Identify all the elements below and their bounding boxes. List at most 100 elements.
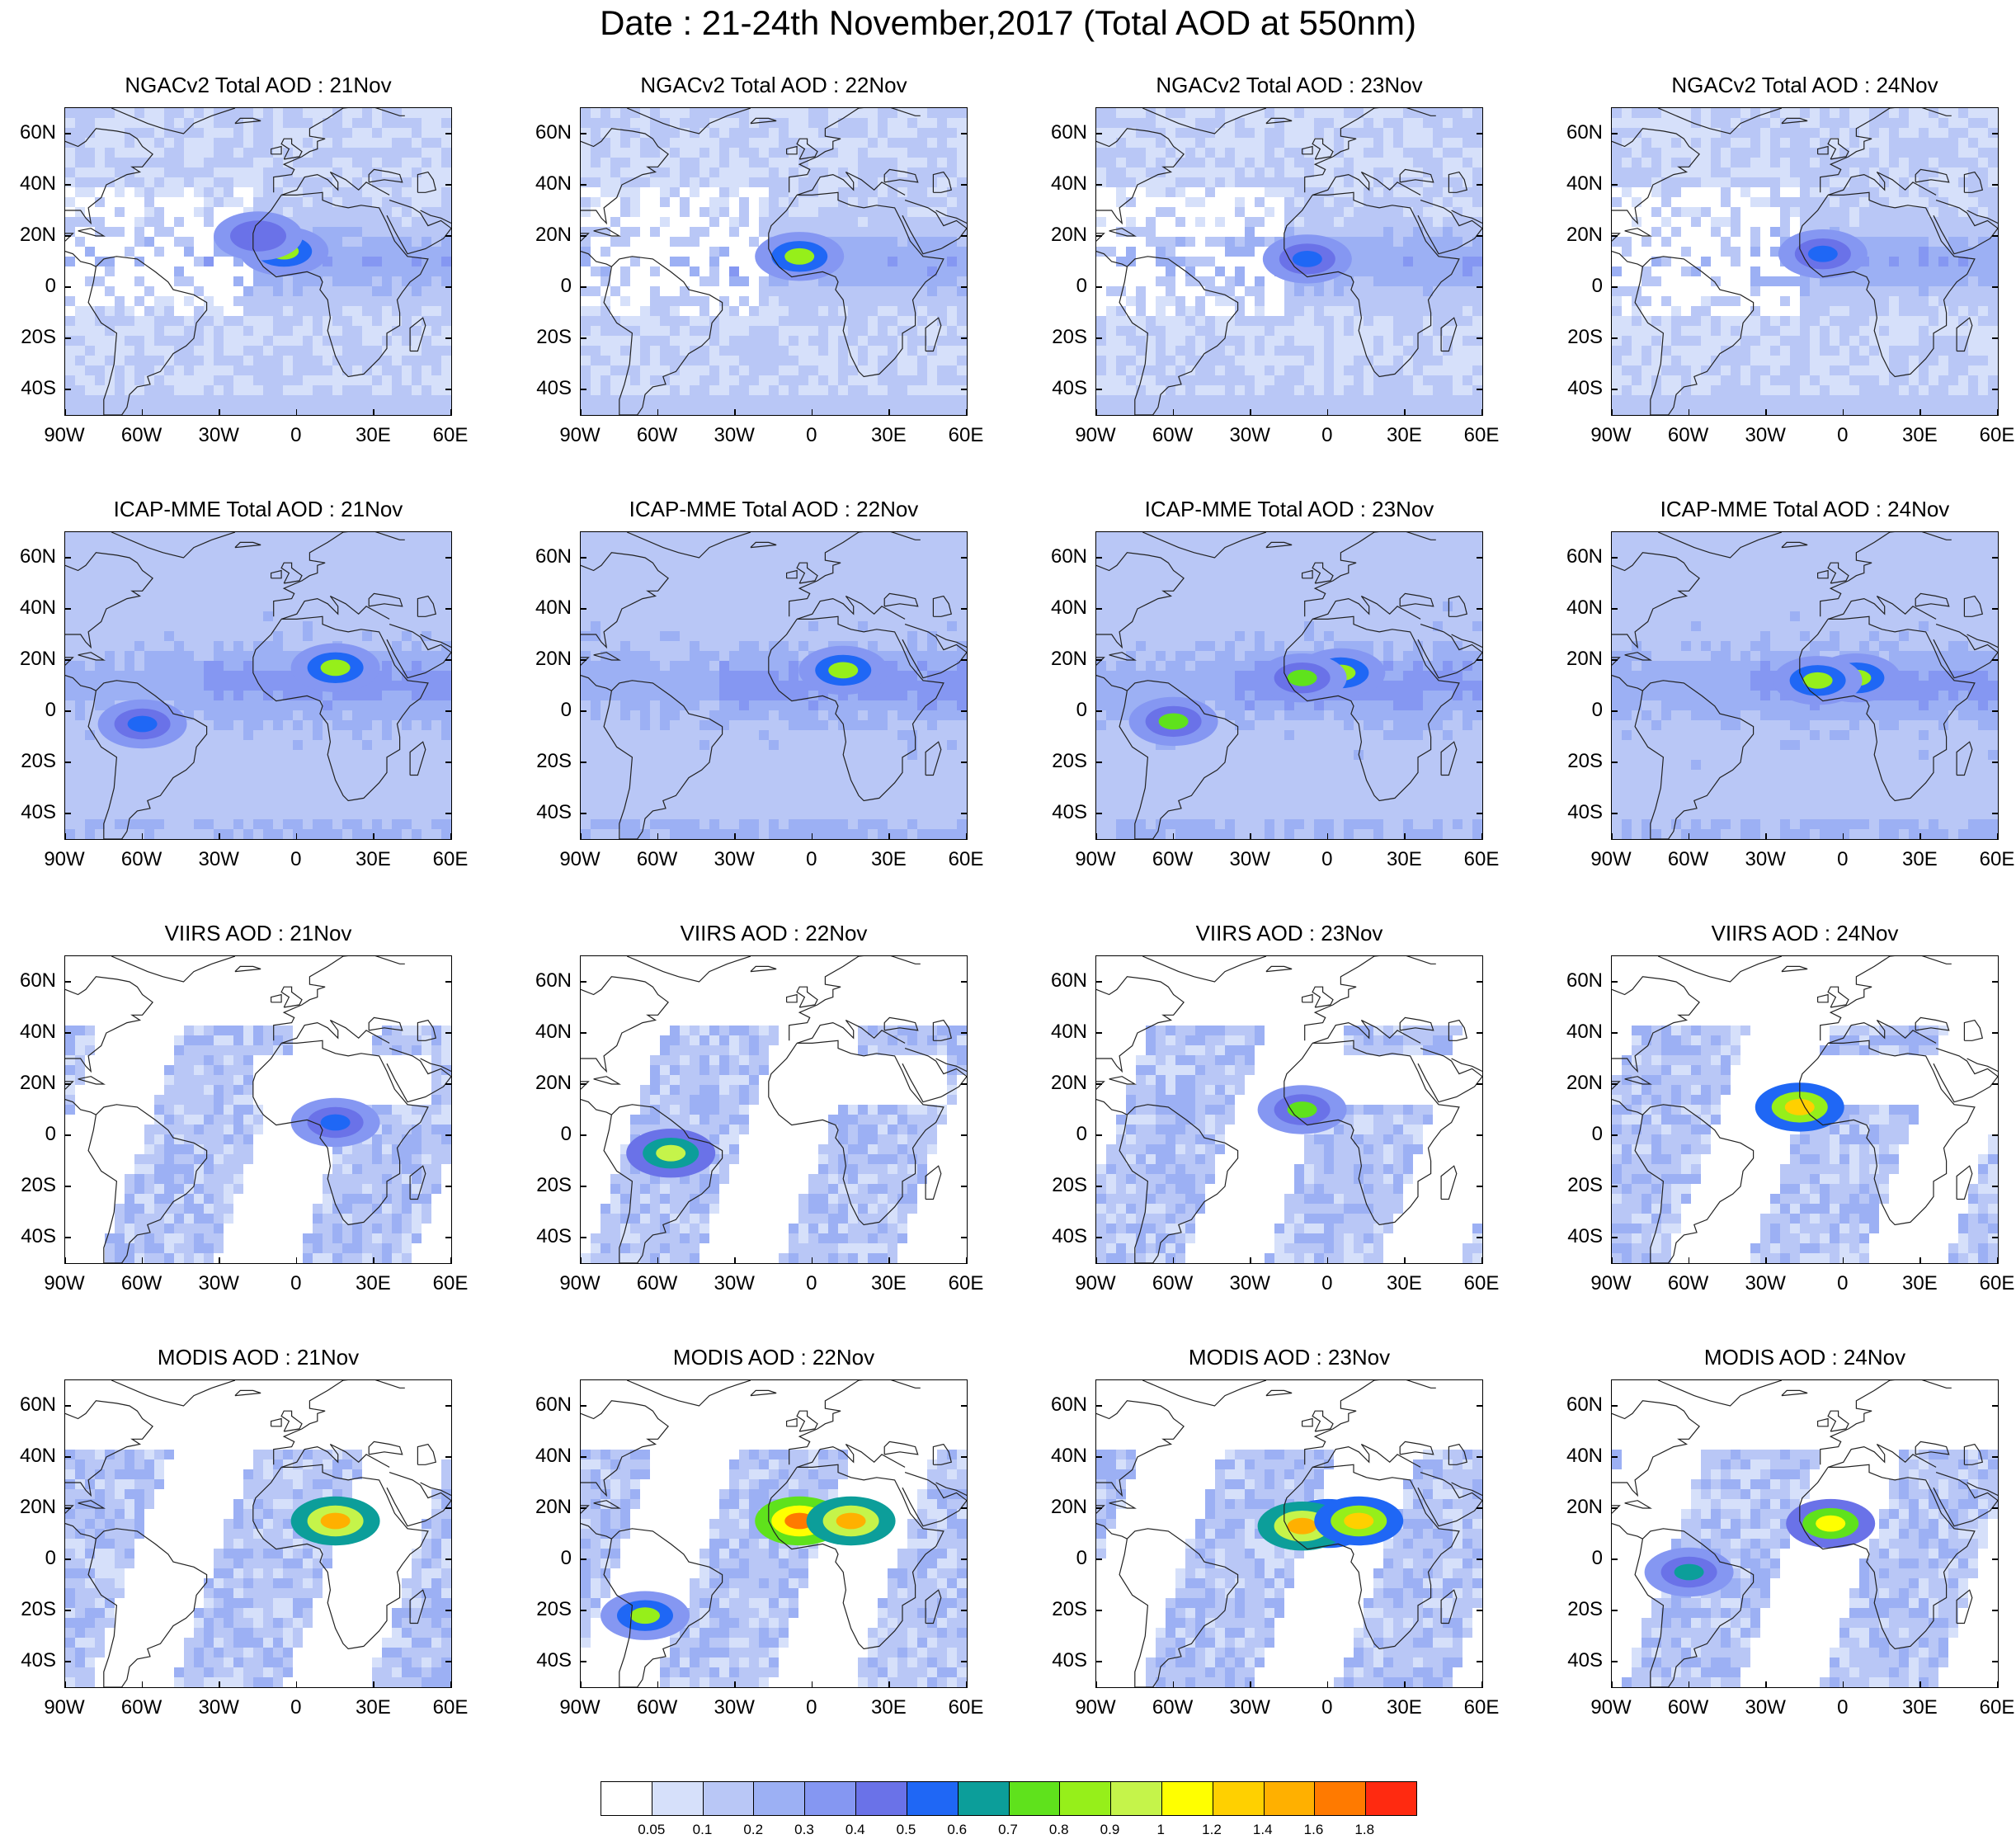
lat-tick — [1477, 337, 1483, 339]
aod-cell — [1899, 365, 1909, 375]
aod-cell — [1988, 187, 1998, 197]
aod-cell — [1642, 395, 1651, 405]
aod-cell — [1849, 346, 1859, 356]
lon-tick — [1611, 409, 1613, 416]
aod-cell — [115, 661, 125, 671]
aod-cell — [1106, 118, 1116, 128]
aod-cell — [709, 385, 719, 395]
aod-cell — [283, 108, 293, 118]
aod-cell — [1978, 395, 1988, 405]
aod-cell — [779, 286, 789, 296]
aod-cell — [957, 138, 967, 148]
aod-cell — [1740, 187, 1750, 197]
aod-cell — [194, 207, 204, 217]
aod-cell — [253, 167, 263, 177]
aod-cell — [422, 542, 431, 552]
aod-cell — [1116, 336, 1126, 346]
aod-cell — [342, 276, 352, 286]
aod-cell — [441, 237, 451, 247]
lon-tick-label: 30E — [356, 424, 391, 446]
aod-cell — [293, 365, 303, 375]
aod-cell — [134, 651, 144, 661]
aod-cell — [680, 237, 690, 247]
aod-cell — [323, 207, 332, 217]
aod-cell — [263, 108, 273, 118]
aod-cell — [719, 158, 729, 167]
aod-cell — [154, 582, 164, 592]
aod-cell — [115, 118, 125, 128]
aod-cell — [1472, 138, 1482, 148]
aod-cell — [888, 365, 897, 375]
aod-cell — [769, 306, 779, 316]
lat-tick — [1992, 133, 1999, 134]
aod-cell — [1899, 207, 1909, 217]
aod-cell — [75, 611, 85, 621]
aod-cell — [1413, 118, 1423, 128]
aod-cell — [323, 365, 332, 375]
aod-cell — [1731, 326, 1740, 336]
aod-cell — [402, 227, 412, 237]
aod-cell — [1156, 375, 1166, 385]
aod-cell — [1651, 227, 1661, 237]
aod-cell — [1433, 316, 1443, 326]
aod-cell — [204, 326, 214, 336]
aod-cell — [1750, 158, 1760, 167]
aod-cell — [1463, 128, 1472, 138]
aod-cell — [937, 138, 947, 148]
aod-cell — [1760, 316, 1770, 326]
aod-cell — [1443, 405, 1453, 415]
aod-cell — [868, 266, 878, 276]
lon-tick-label: 30W — [1745, 424, 1786, 446]
aod-cell — [1632, 158, 1642, 167]
aod-cell — [1383, 375, 1393, 385]
aod-cell — [1978, 326, 1988, 336]
aod-cell — [1354, 266, 1364, 276]
aod-cell — [422, 356, 431, 365]
aod-cell — [1632, 405, 1642, 415]
aod-cell — [362, 257, 372, 266]
aod-cell — [65, 316, 75, 326]
aod-cell — [1175, 346, 1185, 356]
aod-cell — [1938, 346, 1948, 356]
aod-cell — [759, 346, 769, 356]
aod-cell — [601, 108, 610, 118]
aod-cell — [1780, 108, 1790, 118]
aod-cell — [1453, 128, 1463, 138]
aod-cell — [313, 177, 323, 187]
aod-cell — [1790, 365, 1800, 375]
aod-cell — [699, 177, 709, 187]
aod-cell — [1632, 296, 1642, 306]
aod-cell — [204, 167, 214, 177]
aod-cell — [690, 316, 699, 326]
aod-cell — [1661, 296, 1671, 306]
aod-cell — [283, 128, 293, 138]
aod-cell — [1780, 167, 1790, 177]
aod-cell — [591, 128, 601, 138]
aod-cell — [927, 197, 937, 207]
aod-cell — [1175, 128, 1185, 138]
aod-cell — [1948, 375, 1958, 385]
aod-cell — [1146, 138, 1156, 148]
aod-cell — [838, 187, 848, 197]
aod-cell — [144, 346, 154, 356]
aod-cell — [382, 552, 392, 562]
aod-cell — [412, 621, 422, 631]
aod-cell — [144, 108, 154, 118]
aod-cell — [1701, 118, 1711, 128]
aod-cell — [1750, 108, 1760, 118]
aod-cell — [719, 148, 729, 158]
lon-tick — [657, 409, 659, 416]
aod-cell — [1889, 316, 1899, 326]
aod-cell — [1185, 197, 1195, 207]
aod-cell — [1968, 306, 1978, 316]
aod-cell — [1403, 375, 1413, 385]
aod-cell — [362, 237, 372, 247]
aod-cell — [1859, 276, 1869, 286]
aod-cell — [1800, 375, 1810, 385]
aod-cell — [690, 138, 699, 148]
aod-cell — [1681, 336, 1691, 346]
aod-cell — [680, 346, 690, 356]
aod-cell — [323, 286, 332, 296]
aod-cell — [1255, 276, 1265, 286]
aod-cell — [759, 148, 769, 158]
